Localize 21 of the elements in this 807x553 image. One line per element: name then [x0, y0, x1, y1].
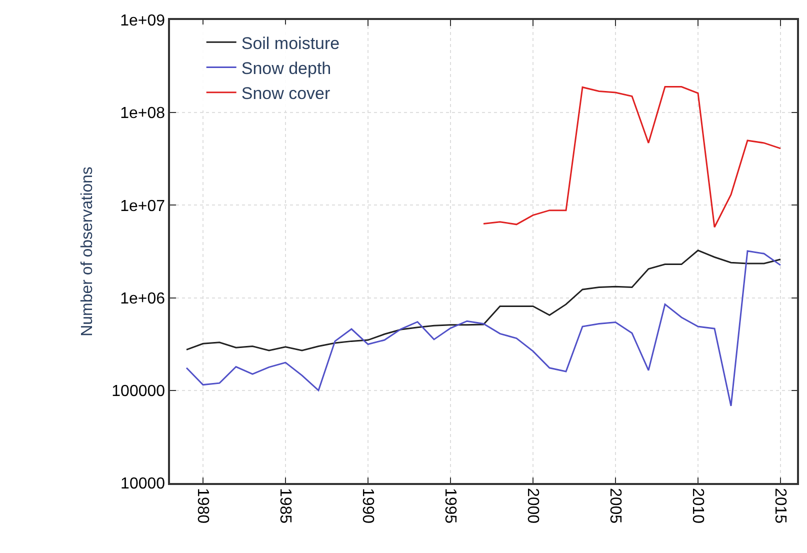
x-tick-label: 1990 [358, 488, 376, 524]
y-axis-title: Number of observations [79, 166, 96, 336]
legend-label: Snow cover [241, 84, 331, 104]
line-series [186, 250, 782, 407]
y-tick-label: 1e+06 [120, 290, 166, 308]
x-tick-label: 2015 [771, 488, 788, 524]
x-tick-label: 2000 [524, 488, 541, 524]
y-tick-label: 1e+07 [120, 198, 166, 215]
y-tick-label: 1e+08 [120, 105, 166, 122]
y-tick-label: 100000 [112, 383, 166, 400]
x-tick-label: 2010 [688, 488, 706, 524]
legend-label: Snow depth [241, 58, 332, 78]
line-series [482, 86, 782, 228]
x-tick-label: 1985 [276, 488, 294, 524]
y-tick-label: 1e+09 [120, 12, 166, 30]
line-series [186, 250, 782, 352]
x-tick-label: 2005 [606, 488, 624, 524]
legend-label: Soil moisture [241, 34, 340, 53]
x-tick-label: 1995 [441, 488, 458, 524]
y-tick-label: 10000 [120, 476, 166, 493]
x-tick-label: 1980 [194, 488, 211, 524]
